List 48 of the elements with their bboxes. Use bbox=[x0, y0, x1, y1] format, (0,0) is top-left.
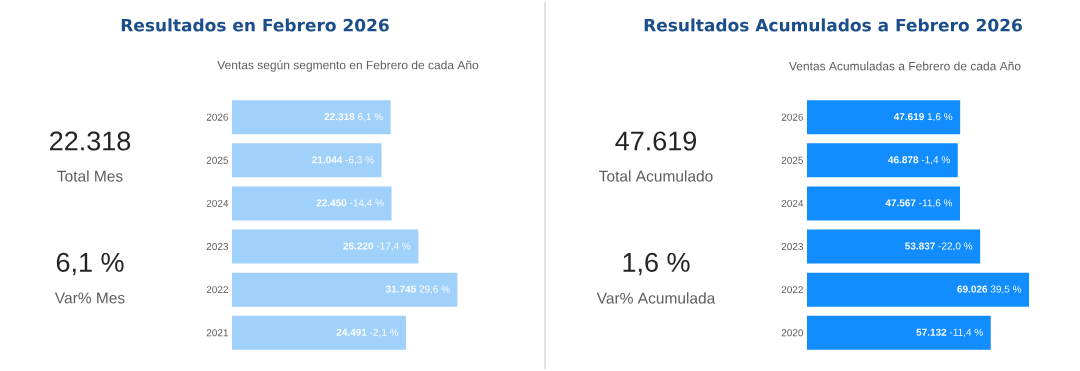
bar bbox=[807, 229, 981, 264]
text: Total Mes bbox=[57, 170, 123, 182]
data-label: 26.220 -17,4 % bbox=[343, 242, 411, 251]
text: 6,1 % bbox=[56, 252, 124, 276]
text: Total Acumulado bbox=[599, 170, 713, 182]
text: Var% Mes bbox=[54, 292, 125, 304]
y-tick-label: 2024 bbox=[781, 199, 804, 207]
data-label: 57.132 -11,4 % bbox=[916, 328, 983, 337]
bar bbox=[807, 143, 958, 178]
bar bbox=[232, 100, 391, 135]
bar bbox=[807, 186, 960, 221]
y-tick-label: 2021 bbox=[206, 329, 228, 337]
text: 47.619 bbox=[615, 131, 696, 151]
text: 1,6 % bbox=[623, 252, 690, 276]
bar bbox=[232, 315, 407, 350]
text: 22.318 bbox=[50, 131, 131, 151]
y-tick-label: 2026 bbox=[206, 113, 229, 121]
bar bbox=[807, 272, 1030, 307]
y-tick-label: 2026 bbox=[781, 113, 804, 121]
text: Resultados en Febrero 2026 bbox=[121, 18, 389, 32]
data-label: 31.745 29,6 % bbox=[385, 285, 450, 294]
bar bbox=[807, 315, 991, 350]
data-label: 47.619 1,6 % bbox=[893, 113, 953, 122]
y-tick-label: 2023 bbox=[206, 243, 229, 251]
data-label: 46.878 -1,4 % bbox=[888, 156, 950, 165]
bar bbox=[232, 272, 458, 307]
text: Resultados Acumulados a Febrero 2026 bbox=[644, 18, 1022, 32]
y-tick-label: 2024 bbox=[206, 199, 229, 207]
y-tick-label: 2022 bbox=[206, 286, 228, 294]
y-tick-label: 2022 bbox=[781, 286, 803, 294]
bar bbox=[232, 229, 419, 264]
text: Var% Acumulada bbox=[596, 292, 716, 304]
bar bbox=[232, 143, 382, 178]
data-label: 24.491 -2,1 % bbox=[336, 328, 399, 337]
y-tick-label: 2020 bbox=[781, 329, 804, 337]
data-label: 21.044 -6,3 % bbox=[312, 156, 374, 165]
bar bbox=[232, 186, 392, 221]
chart-subtitle: Ventas Acumuladas a Febrero de cada Año bbox=[788, 61, 1021, 71]
data-label: 47.567 -11,6 % bbox=[885, 199, 953, 208]
data-label: 22.450 -14,4 % bbox=[316, 199, 384, 208]
chart-subtitle: Ventas según segmento en Febrero de cada Año bbox=[217, 60, 479, 72]
bar bbox=[807, 100, 961, 135]
y-tick-label: 2023 bbox=[781, 243, 804, 251]
data-label: 22.318 6,1 % bbox=[324, 113, 383, 122]
data-label: 53.837 -22,0 % bbox=[905, 242, 973, 251]
data-label: 69.026 39,5 % bbox=[957, 285, 1022, 294]
y-tick-label: 2025 bbox=[781, 156, 804, 164]
y-tick-label: 2025 bbox=[206, 156, 229, 164]
